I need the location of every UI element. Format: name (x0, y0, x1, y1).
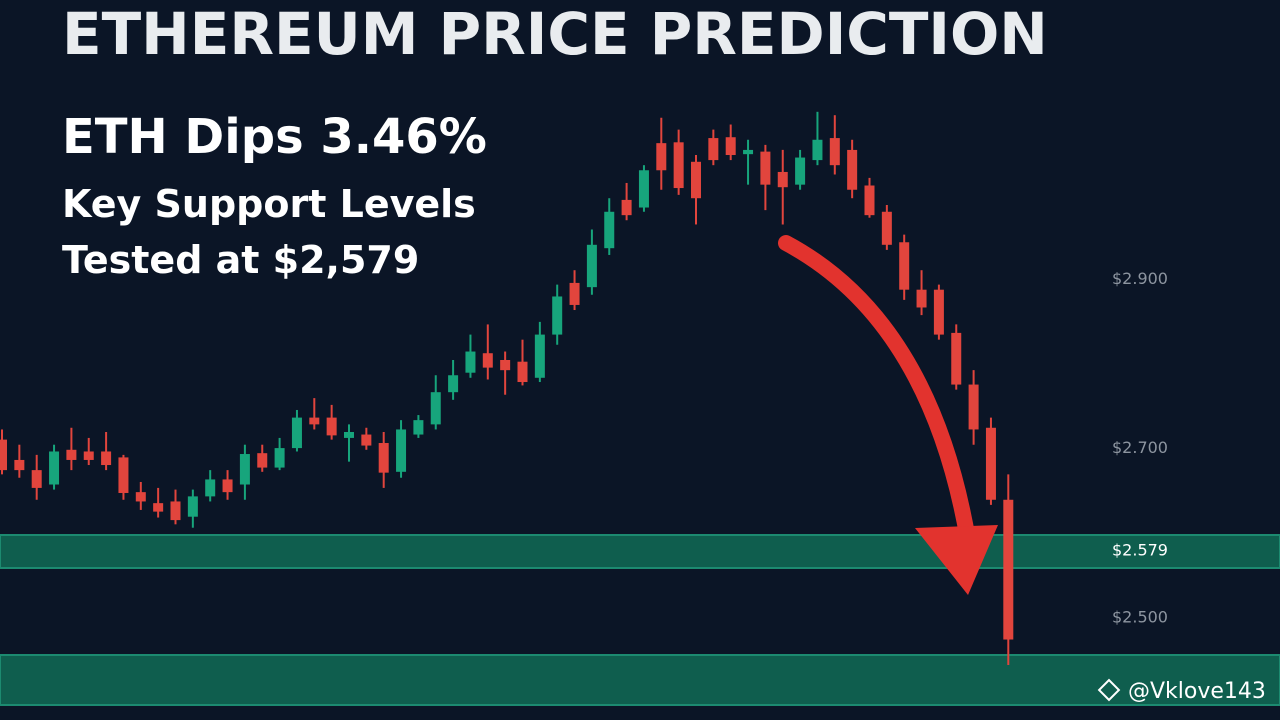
candle-body (673, 142, 684, 189)
watermark-icon (1097, 678, 1121, 702)
candle-body (153, 503, 164, 512)
candle-body (344, 432, 354, 438)
candle-body (968, 384, 979, 430)
support-band (0, 534, 1280, 569)
annotation: Key Support Levels (62, 182, 476, 226)
candle-body (500, 360, 511, 371)
candle-body (83, 451, 94, 460)
candle-body (170, 501, 181, 521)
candle-body (517, 361, 528, 383)
candle-body (743, 149, 754, 155)
candle-body (621, 199, 632, 216)
y-tick-label: $2.700 (1112, 438, 1168, 457)
support-band (0, 654, 1280, 706)
candle-body (847, 149, 858, 190)
candle-body (812, 139, 823, 161)
annotation: Tested at $2,579 (62, 238, 419, 282)
candle-body (66, 449, 77, 460)
candle-body (0, 439, 7, 471)
candle-body (482, 353, 493, 368)
candle-body (396, 429, 407, 472)
candle-body (291, 417, 302, 449)
candle-body (430, 392, 441, 425)
candle-body (708, 138, 719, 161)
candle-body (448, 375, 459, 393)
candle-body (829, 138, 840, 166)
candle-body (1003, 499, 1014, 640)
candle-body (413, 420, 424, 435)
candle-body (691, 161, 701, 199)
candle-body (638, 170, 649, 208)
candle-body (101, 451, 112, 466)
candle-body (257, 453, 268, 468)
candle-body (916, 289, 927, 308)
candle-body (569, 282, 580, 305)
candle-body (534, 334, 545, 378)
candle-body (864, 185, 875, 216)
candle-body (777, 171, 788, 188)
watermark: @Vklove143 (1128, 679, 1266, 704)
candle-body (361, 434, 372, 446)
candle-body (725, 137, 736, 156)
candle-body (187, 496, 198, 517)
trend-arrow (778, 235, 976, 548)
candle-body (205, 479, 216, 497)
candle-body (465, 351, 476, 373)
candle-body (760, 151, 771, 185)
candle-body (933, 289, 944, 335)
candle-body (795, 157, 806, 185)
candle-body (604, 211, 615, 249)
candle-body (378, 443, 389, 473)
candle-body (985, 427, 996, 500)
candle-body (239, 454, 250, 485)
candle-body (899, 242, 910, 290)
candle-body (49, 451, 60, 485)
candle-body (309, 417, 320, 425)
candle-body (31, 470, 42, 488)
candle-body (14, 459, 25, 471)
y-tick-label: $2.500 (1112, 608, 1168, 627)
candle-body (552, 296, 563, 335)
candle-body (118, 457, 129, 493)
candle-body (586, 244, 597, 288)
candle-body (881, 211, 892, 245)
candle-body (656, 143, 667, 171)
candle-body (326, 417, 337, 436)
candle-body (222, 479, 233, 493)
y-axis: $2.900 $2.700 $2.579 $2.500 (1112, 269, 1168, 627)
arrow-head (915, 525, 998, 595)
candle-body (951, 332, 962, 385)
chart-title: ETHEREUM PRICE PREDICTION (62, 0, 1048, 68)
subtitle: ETH Dips 3.46% (62, 109, 487, 165)
candle-body (274, 448, 285, 468)
candles (0, 111, 1014, 665)
candle-body (135, 492, 146, 502)
y-tick-label: $2.579 (1112, 541, 1168, 560)
y-tick-label: $2.900 (1112, 269, 1168, 288)
